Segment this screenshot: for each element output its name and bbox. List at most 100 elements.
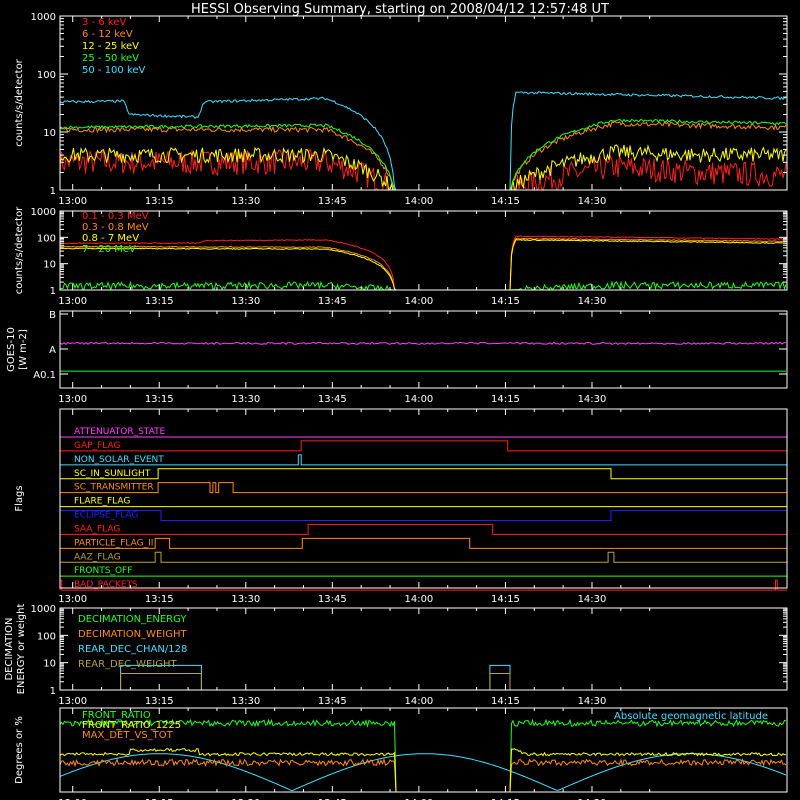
time-tick-label: 14:00 — [404, 296, 433, 307]
time-tick-label: 13:15 — [145, 798, 174, 800]
time-tick-label: 13:30 — [231, 296, 260, 307]
legend-entry: DECIMATION_WEIGHT — [78, 629, 187, 640]
legend-entry: 7 - 20 MeV — [82, 244, 136, 255]
legend-entry: 0.3 - 0.8 MeV — [82, 222, 149, 233]
panel-lightcurves-high: 13:00 13:15 13:30 13:45 14:00 14:15 14:30 1 10 10… — [14, 206, 788, 307]
series-line — [59, 341, 787, 345]
time-tick-label: 13:45 — [318, 696, 347, 707]
y-tick-label: A — [49, 345, 56, 356]
time-tick-label: 13:15 — [145, 296, 174, 307]
flag-line — [60, 468, 787, 480]
time-tick-label: 13:15 — [145, 394, 174, 405]
time-tick-label: 13:15 — [145, 696, 174, 707]
y-tick-label: 10 — [43, 659, 56, 670]
series-line — [59, 747, 787, 793]
y-tick-label: 1 — [50, 286, 56, 297]
flag-label: ATTENUATOR_STATE — [74, 427, 166, 437]
panel-decimation-frame — [59, 607, 788, 691]
flag-label: NON_SOLAR_EVENT — [74, 455, 164, 465]
time-tick-label: 13:45 — [318, 394, 347, 405]
flag-line — [60, 523, 787, 535]
y-axis-label: GOES-10 — [6, 327, 17, 372]
flag-line — [59, 510, 788, 521]
panel-flags-frame — [59, 408, 788, 589]
latitude-annotation: Absolute geomagnetic latitude — [614, 711, 768, 722]
flag-label: FRONTS_OFF — [74, 566, 132, 576]
flag-label: SC_IN_SUNLIGHT — [74, 469, 151, 479]
flag-label: SC_TRANSMITTER — [74, 483, 154, 493]
time-tick-label: 13:00 — [58, 696, 87, 707]
time-tick-label: 13:00 — [58, 394, 87, 405]
figure-title: HESSI Observing Summary, starting on 200… — [191, 2, 609, 17]
y-tick-label: 1000 — [31, 12, 56, 23]
y-tick-label: A0.1 — [33, 370, 56, 381]
y-tick-label: 10 — [43, 128, 56, 139]
y-axis-label: [W m-2] — [18, 329, 29, 370]
flag-label: PARTICLE_FLAG_II — [74, 538, 153, 548]
y-tick-label: 1000 — [31, 604, 56, 615]
time-tick-label: 13:45 — [318, 296, 347, 307]
legend-entry: 25 - 50 keV — [82, 53, 139, 64]
panel-flags: ATTENUATOR_STATE GAP_FLAG NON_SOLAR_EVENT S… — [14, 408, 788, 605]
panel-goes: 13:00 13:15 13:30 13:45 14:00 14:15 14:30 A0.1 A… — [6, 310, 788, 405]
time-tick-label: 14:30 — [578, 296, 607, 307]
flag-label: SAA_FLAG — [74, 524, 120, 534]
time-tick-label: 14:00 — [404, 798, 433, 800]
time-tick-label: 14:30 — [578, 696, 607, 707]
time-tick-label: 13:30 — [231, 798, 260, 800]
flag-label: AAZ_FLAG — [74, 552, 121, 562]
flag-line — [59, 579, 787, 591]
flag-label: FLARE_FLAG — [74, 497, 130, 507]
flag-label: BAD_PACKETS — [74, 580, 138, 590]
y-axis-label: DECIMATION — [4, 617, 15, 680]
legend-entry: REAR_DEC_WEIGHT — [78, 659, 177, 670]
y-tick-label: B — [49, 310, 56, 321]
time-tick-label: 14:00 — [404, 196, 433, 207]
legend-entry: DECIMATION_ENERGY — [78, 614, 187, 625]
legend-entry: MAX_DET_VS_TOT — [82, 730, 174, 741]
time-tick-label: 13:30 — [231, 394, 260, 405]
panel-ratios-frame — [59, 707, 788, 793]
series-line — [60, 237, 787, 291]
panel-ratios: 13:00 13:15 13:30 13:45 14:00 14:15 14:30 Degre… — [14, 707, 788, 800]
flag-label: GAP_FLAG — [74, 441, 120, 451]
time-tick-label: 13:00 — [58, 296, 87, 307]
legend-entry: 6 - 12 keV — [82, 29, 133, 40]
series-line — [59, 235, 787, 291]
y-tick-label: 100 — [37, 70, 56, 81]
series-line — [59, 280, 787, 292]
flag-line — [60, 551, 787, 563]
time-tick-label: 14:30 — [578, 798, 607, 800]
legend-entry: 12 - 25 keV — [82, 41, 139, 52]
y-tick-label: 1000 — [31, 207, 56, 218]
y-axis-label: Flags — [14, 485, 25, 511]
time-tick-label: 14:30 — [578, 394, 607, 405]
series-line — [60, 673, 787, 691]
time-tick-label: 14:30 — [578, 594, 607, 605]
time-tick-label: 13:30 — [231, 196, 260, 207]
panel-goes-frame — [59, 310, 788, 389]
time-tick-label: 14:15 — [491, 394, 520, 405]
y-axis-label: counts/s/detector — [14, 206, 25, 294]
flag-line — [60, 440, 787, 452]
time-tick-label: 14:00 — [404, 594, 433, 605]
y-axis-label: ENERGY or weight — [16, 604, 27, 695]
flag-label: ECLIPSE_FLAG — [74, 511, 138, 521]
legend-entry: REAR_DEC_CHAN/128 — [78, 644, 187, 655]
time-tick-label: 14:00 — [404, 696, 433, 707]
panel-lightcurves-low: 13:00 13:15 13:30 13:45 14:00 14:15 14:30 1 10 10… — [14, 12, 788, 207]
time-tick-label: 13:00 — [58, 594, 87, 605]
panel-lightcurves-low-frame — [59, 15, 788, 191]
time-tick-label: 13:45 — [318, 196, 347, 207]
time-tick-label: 14:30 — [578, 196, 607, 207]
time-tick-label: 14:15 — [491, 594, 520, 605]
time-tick-label: 13:30 — [231, 696, 260, 707]
legend-entry: 0.8 - 7 MeV — [82, 233, 139, 244]
series-line — [59, 91, 787, 191]
legend-entry: FRONT_RATIO — [82, 710, 151, 721]
y-tick-label: 1 — [50, 186, 56, 197]
series-line — [59, 758, 787, 793]
legend-entry: 0.1 - 0.3 MeV — [82, 211, 149, 222]
flag-line — [60, 454, 787, 466]
